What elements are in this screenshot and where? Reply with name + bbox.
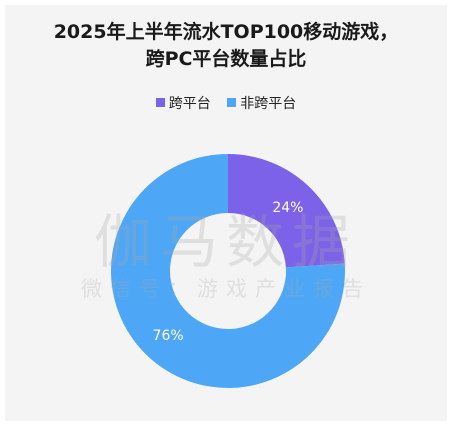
data-label-non-cross-platform: 76% xyxy=(153,328,184,344)
chart-card: 2025年上半年流水TOP100移动游戏， 跨PC平台数量占比 跨平台 非跨平台… xyxy=(5,5,447,421)
legend-label-non-cross-platform: 非跨平台 xyxy=(240,96,297,112)
legend-swatch-non-cross-platform xyxy=(227,98,237,107)
data-label-cross-platform: 24% xyxy=(272,200,303,216)
chart-title: 2025年上半年流水TOP100移动游戏， 跨PC平台数量占比 xyxy=(5,19,447,73)
chart-title-line-2: 跨PC平台数量占比 xyxy=(145,48,307,70)
slice-cross-platform xyxy=(228,154,345,268)
slice-non-cross-platform xyxy=(111,154,345,388)
legend-swatch-cross-platform xyxy=(155,98,165,107)
donut-chart: 24% 76% xyxy=(111,154,345,388)
legend-item-non-cross-platform: 非跨平台 xyxy=(227,93,296,113)
legend-item-cross-platform: 跨平台 xyxy=(155,93,211,113)
chart-legend: 跨平台 非跨平台 xyxy=(5,93,447,113)
legend-label-cross-platform: 跨平台 xyxy=(168,96,211,112)
chart-title-line-1: 2025年上半年流水TOP100移动游戏， xyxy=(53,21,399,43)
